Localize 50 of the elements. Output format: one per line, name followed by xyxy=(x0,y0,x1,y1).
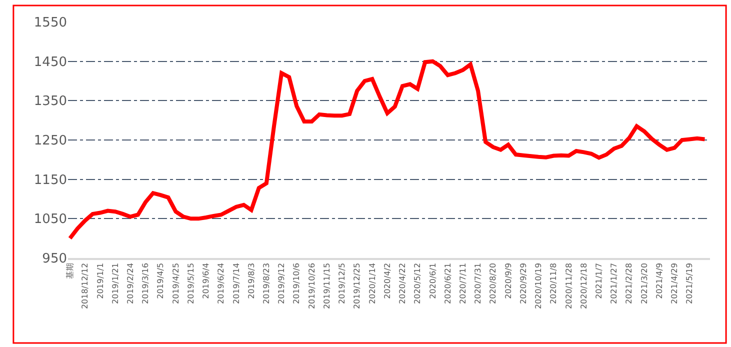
x-tick-label: 2020/1/14 xyxy=(368,262,377,304)
x-tick-label: 2020/12/18 xyxy=(579,262,588,310)
x-tick-label: 2020/6/21 xyxy=(443,262,452,304)
x-tick-label: 2020/7/31 xyxy=(474,262,483,304)
x-tick-label: 2020/6/1 xyxy=(428,262,438,299)
x-tick-label: 2019/10/26 xyxy=(307,262,316,310)
x-tick-label: 2020/9/29 xyxy=(518,262,528,304)
x-tick-label: 2020/11/8 xyxy=(549,262,558,304)
y-tick-label: 1050 xyxy=(34,212,67,228)
line-series xyxy=(68,59,707,240)
y-tick-label: 1150 xyxy=(34,172,67,188)
x-tick-label: 2021/1/27 xyxy=(610,262,619,304)
x-tick-label: 2019/7/14 xyxy=(232,262,241,304)
x-tick-label: 2019/10/6 xyxy=(292,262,302,304)
x-tick-label: 2020/4/2 xyxy=(382,262,392,299)
x-tick-label: 2020/7/11 xyxy=(458,262,468,304)
x-tick-label: 2021/4/29 xyxy=(670,262,680,304)
y-tick-label: 1450 xyxy=(34,54,67,70)
x-tick-label: 2021/4/9 xyxy=(654,262,664,299)
x-tick-label: 2019/6/24 xyxy=(216,262,226,304)
x-tick-label: 2020/5/12 xyxy=(413,262,422,304)
x-tick-label: 2019/8/23 xyxy=(262,262,272,304)
x-tick-label: 2021/1/7 xyxy=(594,262,604,299)
y-tick-label: 1250 xyxy=(34,134,67,149)
x-tick-label: 2020/11/28 xyxy=(564,262,574,310)
x-tick-label: 2019/12/5 xyxy=(338,262,347,304)
x-tick-label: 2020/9/9 xyxy=(504,262,513,299)
x-tick-label: 基期 xyxy=(66,262,75,279)
x-tick-label: 2019/1/21 xyxy=(110,262,120,304)
x-tick-label: 2019/4/5 xyxy=(156,262,166,299)
x-tick-label: 2019/4/25 xyxy=(171,262,180,304)
x-tick-label: 2020/8/20 xyxy=(488,262,498,304)
y-tick-label: 1550 xyxy=(34,16,67,31)
x-tick-label: 2019/9/12 xyxy=(277,262,286,304)
x-tick-label: 2021/5/19 xyxy=(685,262,694,304)
x-tick-label: 2018/12/12 xyxy=(80,262,90,310)
x-tick-label: 2021/3/20 xyxy=(640,262,649,304)
x-tick-label: 2019/1/1 xyxy=(96,262,105,299)
y-tick-label: 950 xyxy=(42,252,67,267)
x-tick-label: 2020/10/19 xyxy=(534,262,544,310)
x-tick-label: 2019/12/25 xyxy=(352,262,362,310)
x-tick-label: 2019/11/15 xyxy=(322,262,332,310)
x-tick-label: 2019/3/16 xyxy=(141,262,150,304)
x-tick-label: 2019/5/15 xyxy=(186,262,196,304)
y-tick-label: 1350 xyxy=(34,94,67,110)
x-tick-label: 2019/8/3 xyxy=(246,262,256,299)
x-tick-label: 2021/2/28 xyxy=(624,262,634,304)
x-tick-label: 2020/4/22 xyxy=(398,262,408,304)
x-tick-label: 2019/6/4 xyxy=(202,262,211,299)
x-tick-label: 2019/2/24 xyxy=(126,262,136,304)
